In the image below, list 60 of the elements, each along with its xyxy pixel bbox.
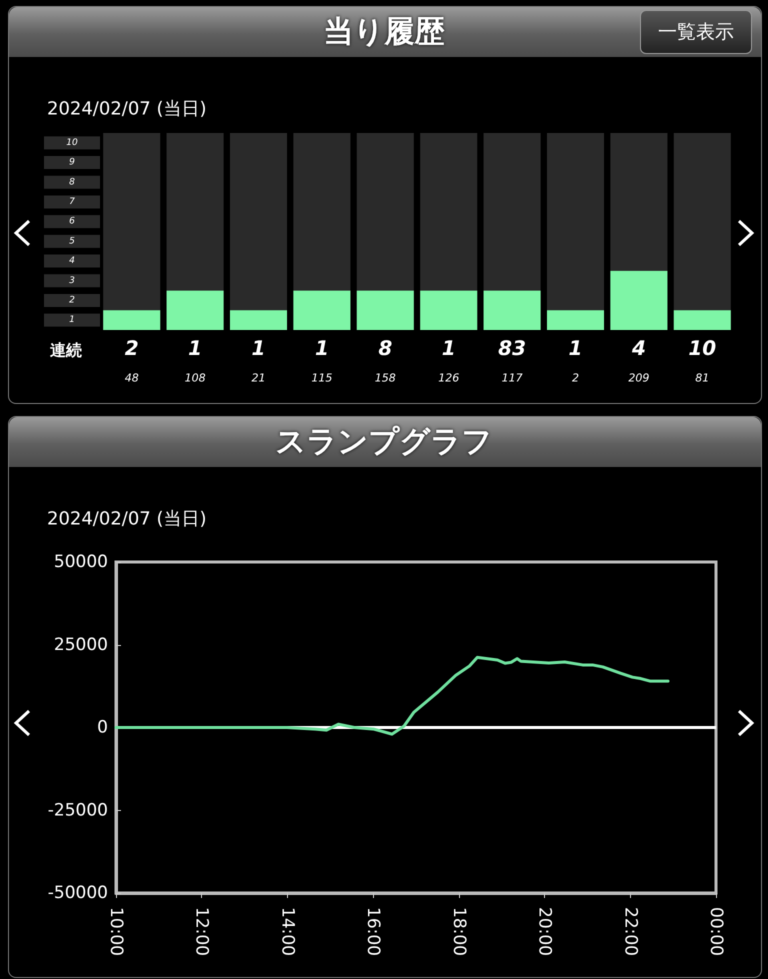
text: 158 [374, 372, 396, 384]
chart-subtitle: 2024/02/07 (当日) [47, 508, 207, 530]
x-tick-label: 12:00 [192, 907, 212, 956]
x-tick-label: 10:00 [106, 907, 126, 956]
list-button: 一覧表示 [640, 10, 752, 54]
x-tick-label: 18:00 [448, 907, 469, 956]
bar [103, 310, 160, 330]
bar [610, 270, 668, 330]
chart-title: スランプグラフ [276, 424, 492, 460]
text: 108 [184, 372, 206, 384]
text: 4 [630, 336, 646, 360]
text: 48 [124, 372, 139, 384]
x-tick-label: 20:00 [534, 907, 555, 956]
y-tick-label: 1 [69, 315, 75, 326]
chart-title: 当り履歴 [324, 14, 444, 50]
text: 115 [311, 372, 332, 384]
y-tick-label: 8 [69, 177, 76, 188]
bar [356, 290, 414, 330]
x-tick-label: 16:00 [363, 907, 384, 956]
bar [674, 310, 731, 330]
y-tick-label: 6 [69, 216, 76, 227]
text: 2 [124, 336, 139, 360]
text: 117 [502, 372, 523, 384]
line-series [114, 656, 670, 736]
bar [293, 290, 350, 330]
text: 81 [695, 372, 710, 384]
y-tick-label: 2 [69, 295, 76, 306]
bar [166, 290, 224, 330]
x-tick-label: 14:00 [277, 907, 298, 956]
text: 1 [314, 336, 329, 360]
y-tick-label: 25000 [54, 634, 108, 655]
bar [230, 310, 288, 330]
text: 21 [252, 372, 266, 384]
y-tick-label: 10 [66, 138, 78, 148]
y-tick-label: 9 [69, 158, 76, 168]
text: 8 [378, 336, 392, 360]
bar [484, 290, 541, 330]
y-tick-label: 4 [69, 256, 76, 266]
y-tick-label: 5 [69, 236, 76, 246]
y-tick-label: 7 [69, 196, 76, 207]
text: 1 [252, 336, 266, 360]
text: 83 [498, 336, 526, 360]
y-tick-label: -25000 [48, 800, 108, 820]
text: 1 [188, 336, 202, 360]
y-tick-label: 3 [69, 276, 76, 286]
text: 2 [572, 372, 579, 384]
y-tick-label: 0 [97, 718, 108, 738]
x-tick-label: 22:00 [620, 907, 640, 956]
text: 連続 [50, 340, 82, 360]
text: 1 [442, 336, 456, 360]
bar [546, 310, 604, 330]
text: 1 [568, 336, 582, 360]
x-tick-label: 00:00 [706, 907, 726, 956]
text: 10 [688, 336, 716, 360]
text: 209 [628, 372, 650, 384]
bar [420, 290, 478, 330]
chart-subtitle: 2024/02/07 (当日) [47, 98, 207, 120]
text: 126 [438, 372, 460, 384]
y-tick-label: 50000 [54, 552, 108, 572]
y-tick-label: -50000 [48, 883, 108, 903]
